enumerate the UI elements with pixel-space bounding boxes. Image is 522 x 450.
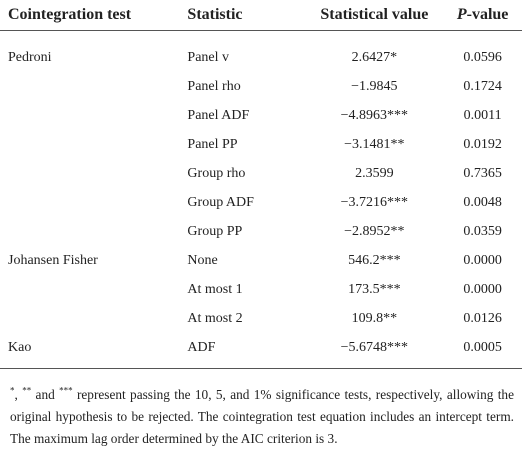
- table-row: Group rho 2.3599 0.7365: [0, 159, 522, 188]
- data-cell: At most 2: [187, 310, 243, 326]
- data-cell: −3.7216***: [340, 194, 409, 210]
- table-row: Pedroni Panel v 2.6427* 0.0596: [0, 31, 522, 73]
- table-row: Group PP −2.8952** 0.0359: [0, 217, 522, 246]
- data-cell: −5.6748***: [305, 333, 444, 369]
- data-cell: Panel ADF: [187, 107, 250, 123]
- data-cell: Panel PP: [187, 136, 238, 152]
- table-header: Cointegration test Statistic Statistical…: [0, 0, 522, 31]
- header-text: -value: [466, 6, 509, 23]
- data-cell: −1.9845: [351, 78, 398, 94]
- cointegration-table: Cointegration test Statistic Statistical…: [0, 0, 522, 369]
- footnote-text: ***: [59, 385, 73, 396]
- footnote-text: ,: [14, 387, 23, 402]
- footnote-text: *: [10, 385, 15, 396]
- data-cell: Panel rho: [187, 78, 241, 94]
- table-row: Group ADF −3.7216*** 0.0048: [0, 188, 522, 217]
- header-cell: Cointegration test: [0, 0, 186, 31]
- data-cell: ADF: [185, 333, 306, 369]
- header-cell: Statistical value: [305, 0, 444, 31]
- group-cell: [0, 217, 185, 246]
- data-cell: None: [187, 252, 218, 268]
- data-cell: 109.8**: [351, 310, 398, 326]
- data-cell: 0.7365: [463, 165, 502, 181]
- group-cell: [0, 188, 185, 217]
- group-cell: [0, 275, 185, 304]
- data-cell: Panel v: [187, 49, 230, 65]
- data-cell: 0.0048: [463, 194, 502, 210]
- table-row: Panel ADF −4.8963*** 0.0011: [0, 101, 522, 130]
- group-cell: [0, 72, 185, 101]
- footnote-text: **: [22, 385, 32, 396]
- data-cell: Group rho: [187, 165, 246, 181]
- table-row: At most 1 173.5*** 0.0000: [0, 275, 522, 304]
- table-row: At most 2 109.8** 0.0126: [0, 304, 522, 333]
- header-italic: P: [456, 6, 467, 23]
- data-cell: Group PP: [187, 223, 243, 239]
- data-cell: −3.1481**: [344, 136, 405, 152]
- group-cell: [0, 159, 185, 188]
- table-body: Pedroni Panel v 2.6427* 0.0596 Panel rho −1.9…: [0, 31, 522, 369]
- data-cell: Group ADF: [187, 194, 254, 210]
- data-cell: 0.0359: [463, 223, 502, 239]
- data-cell: 0.0596: [463, 49, 502, 65]
- data-cell: 2.6427*: [351, 49, 398, 65]
- data-cell: 0.0000: [463, 252, 502, 268]
- group-cell: Pedroni: [8, 49, 52, 65]
- data-cell: −2.8952**: [344, 223, 405, 239]
- data-cell: 0.0192: [463, 136, 502, 152]
- header-row: Cointegration test Statistic Statistical…: [0, 0, 522, 31]
- table-row: Panel rho −1.9845 0.1724: [0, 72, 522, 101]
- data-cell: −4.8963***: [340, 107, 409, 123]
- footnote-text: represent passing the 10, 5, and 1% sign…: [10, 387, 514, 446]
- header-cell: Statistic: [185, 0, 306, 31]
- data-cell: 0.0126: [463, 310, 502, 326]
- data-cell: 173.5***: [348, 281, 401, 297]
- footnote: *, ** and *** represent passing the 10, …: [10, 384, 514, 450]
- data-cell: 2.3599: [355, 165, 394, 181]
- table-row: Kao ADF −5.6748*** 0.0005: [0, 333, 522, 369]
- data-cell: 0.0000: [463, 281, 502, 297]
- footnote-text: and: [31, 387, 60, 402]
- header-cell: P-value: [443, 0, 522, 31]
- data-cell: 0.1724: [463, 78, 502, 94]
- group-cell: [0, 101, 185, 130]
- table-row: Johansen Fisher None 546.2*** 0.0000: [0, 246, 522, 275]
- group-cell: [0, 130, 185, 159]
- data-cell: 546.2***: [348, 252, 401, 268]
- data-cell: 0.0005: [443, 333, 522, 369]
- group-cell: Johansen Fisher: [8, 252, 98, 268]
- group-cell: [0, 304, 185, 333]
- data-cell: At most 1: [187, 281, 243, 297]
- group-cell: Kao: [0, 333, 186, 369]
- table-row: Panel PP −3.1481** 0.0192: [0, 130, 522, 159]
- data-cell: 0.0011: [463, 107, 502, 123]
